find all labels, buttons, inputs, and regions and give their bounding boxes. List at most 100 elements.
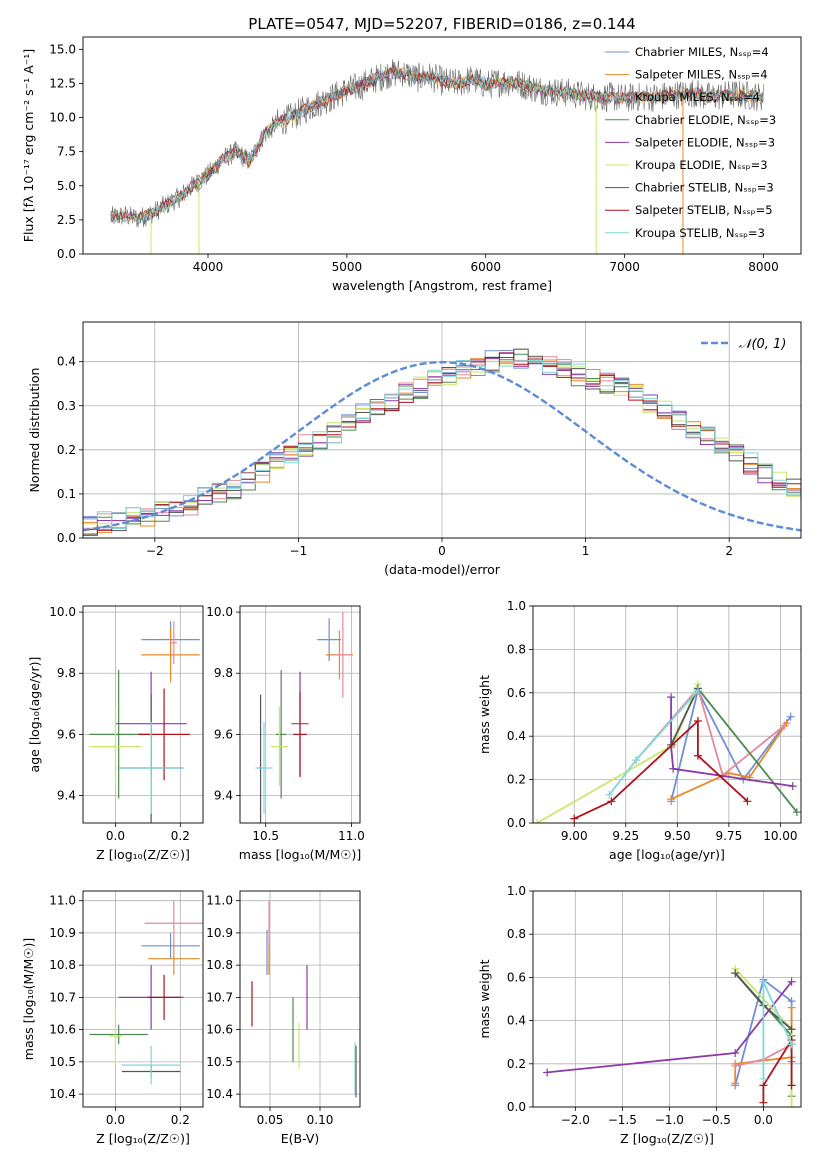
y-tick-label: 9.6	[57, 727, 76, 741]
x-tick-label: 9.50	[664, 829, 691, 843]
mass-weight-point	[787, 1040, 796, 1049]
mass-weight-point	[693, 717, 702, 726]
x-tick-label: 0.0	[106, 1113, 125, 1127]
age-vs-metallicity-panel: 0.0 0.2 9.4 9.6 9.8 10.0 Z [log₁₀(Z/Z☉)] age [l…	[27, 605, 204, 862]
plot-area	[89, 621, 200, 823]
x-tick-label: 0.0	[754, 1113, 773, 1127]
mass-weight-point	[759, 1098, 768, 1107]
y-tick-label: 0.6	[507, 686, 526, 700]
axes-frame	[532, 605, 802, 824]
mass-weight-point	[632, 756, 641, 765]
y-tick-label: 10.6	[206, 1023, 233, 1037]
y-tick-label: 10.0	[206, 605, 233, 619]
x-tick-label: 10.5	[252, 829, 279, 843]
residual-histogram-panel: −2 −1 0 1 2 0.0 0.1 0.2 0.3 0.4 (data-model)/error…	[27, 321, 802, 577]
x-tick-label: 11.0	[338, 829, 365, 843]
x-axis-label: Z [log₁₀(Z/Z☉)]	[96, 847, 190, 862]
mass-weight-point	[780, 721, 789, 730]
y-tick-label: 0.1	[57, 487, 76, 501]
mass-weight-line	[635, 686, 786, 777]
plot-area	[251, 900, 357, 1098]
mass-weight-point	[533, 819, 542, 823]
y-tick-label: 0.2	[507, 1057, 526, 1071]
x-tick-label: −2.0	[561, 1113, 590, 1127]
x-axis-label: mass [log₁₀(M/M☉)]	[239, 847, 361, 862]
mass-weight-point	[787, 1003, 796, 1012]
mass-weight-point	[543, 1068, 552, 1077]
axes-frame	[239, 890, 361, 1108]
mass-weight-line	[697, 687, 798, 813]
x-tick-label: −1.5	[608, 1113, 637, 1127]
mass-weight-line	[762, 1036, 793, 1103]
mass-weight-point	[693, 686, 702, 695]
residual-histogram	[83, 360, 801, 529]
model-spectrum-line	[110, 67, 763, 224]
x-tick-label: 6000	[470, 260, 501, 274]
legend-label: Chabrier ELODIE, Nₛₛₚ=3	[635, 113, 776, 127]
mass-weight-point	[605, 790, 614, 799]
mass-weight-point	[743, 797, 752, 806]
legend-label: Salpeter MILES, Nₛₛₚ=4	[635, 68, 768, 82]
x-tick-label: −1.0	[655, 1113, 684, 1127]
y-tick-label: 9.8	[214, 666, 233, 680]
y-tick-label: 0.0	[57, 247, 76, 261]
x-tick-label: −0.5	[702, 1113, 731, 1127]
y-tick-label: 0.2	[57, 443, 76, 457]
mass-weight-line	[670, 688, 699, 746]
y-tick-label: 2.5	[57, 213, 76, 227]
mass-weight-point	[731, 1061, 740, 1070]
legend-label: Salpeter STELIB, Nₛₛₚ=5	[635, 203, 773, 217]
y-tick-label: 0.6	[507, 970, 526, 984]
y-tick-label: 10.8	[49, 958, 76, 972]
mass-weight-point	[787, 1081, 796, 1090]
mass-weight-point	[792, 808, 801, 817]
y-axis-label: mass weight	[477, 675, 492, 754]
axes-frame	[82, 605, 204, 824]
x-axis-label: wavelength [Angstrom, rest frame]	[332, 278, 552, 293]
y-tick-label: 11.0	[49, 894, 76, 908]
axes-frame	[82, 321, 802, 539]
mass-weight-line	[536, 683, 699, 823]
x-tick-label: 5000	[332, 260, 363, 274]
y-tick-label: 0.2	[507, 773, 526, 787]
mass-weight-line	[670, 688, 792, 802]
y-tick-label: 1.0	[507, 599, 526, 613]
age-vs-mass-panel: 10.5 11.0 9.4 9.6 9.8 10.0 mass [log₁₀(M/M☉)]	[206, 605, 365, 862]
figure-title: PLATE=0547, MJD=52207, FIBERID=0186, z=0…	[248, 15, 635, 33]
y-tick-label: 0.0	[507, 1100, 526, 1114]
mass-weight-point	[788, 782, 797, 791]
model-spectrum-line	[110, 66, 763, 223]
mass-weight-point	[759, 1074, 768, 1083]
normal-reference-curve	[83, 360, 801, 532]
x-tick-label: 1	[582, 544, 590, 558]
mass-weight-point	[787, 977, 796, 986]
y-tick-label: 0.8	[507, 642, 526, 656]
x-axis-label: age [log₁₀(age/yr)]	[609, 847, 725, 862]
x-tick-label: 8000	[748, 260, 779, 274]
x-tick-label: 9.25	[612, 829, 639, 843]
weight-vs-age-panel: 9.00 9.25 9.50 9.75 10.00 0.0 0.2 0.4 0.6 0.8 1.0 a…	[477, 599, 802, 862]
y-tick-label: 7.5	[57, 145, 76, 159]
y-tick-label: 10.0	[49, 111, 76, 125]
y-tick-label: 10.0	[49, 605, 76, 619]
axes-frame	[82, 36, 802, 255]
y-tick-label: 10.9	[206, 926, 233, 940]
x-tick-label: 10.00	[763, 829, 797, 843]
y-tick-label: 0.4	[507, 1014, 526, 1028]
mass-weight-point	[731, 1049, 740, 1057]
x-tick-label: 4000	[193, 260, 224, 274]
x-tick-label: 7000	[609, 260, 640, 274]
y-tick-label: 9.4	[214, 788, 233, 802]
spectrum-panel: 4000 5000 6000 7000 8000 0.0 2.5 5.0 7.5 10.0 12.5…	[21, 36, 802, 293]
mass-weight-point	[787, 1103, 796, 1107]
axes-frame	[532, 890, 802, 1108]
y-tick-label: 10.4	[49, 1087, 76, 1101]
y-tick-label: 11.0	[206, 894, 233, 908]
x-axis-label: Z [log₁₀(Z/Z☉)]	[96, 1131, 190, 1146]
mass-weight-point	[693, 751, 702, 760]
x-axis-label: E(B-V)	[281, 1131, 320, 1146]
y-tick-label: 1.0	[507, 884, 526, 898]
y-tick-label: 10.6	[49, 1023, 76, 1037]
y-tick-label: 10.5	[206, 1055, 233, 1069]
